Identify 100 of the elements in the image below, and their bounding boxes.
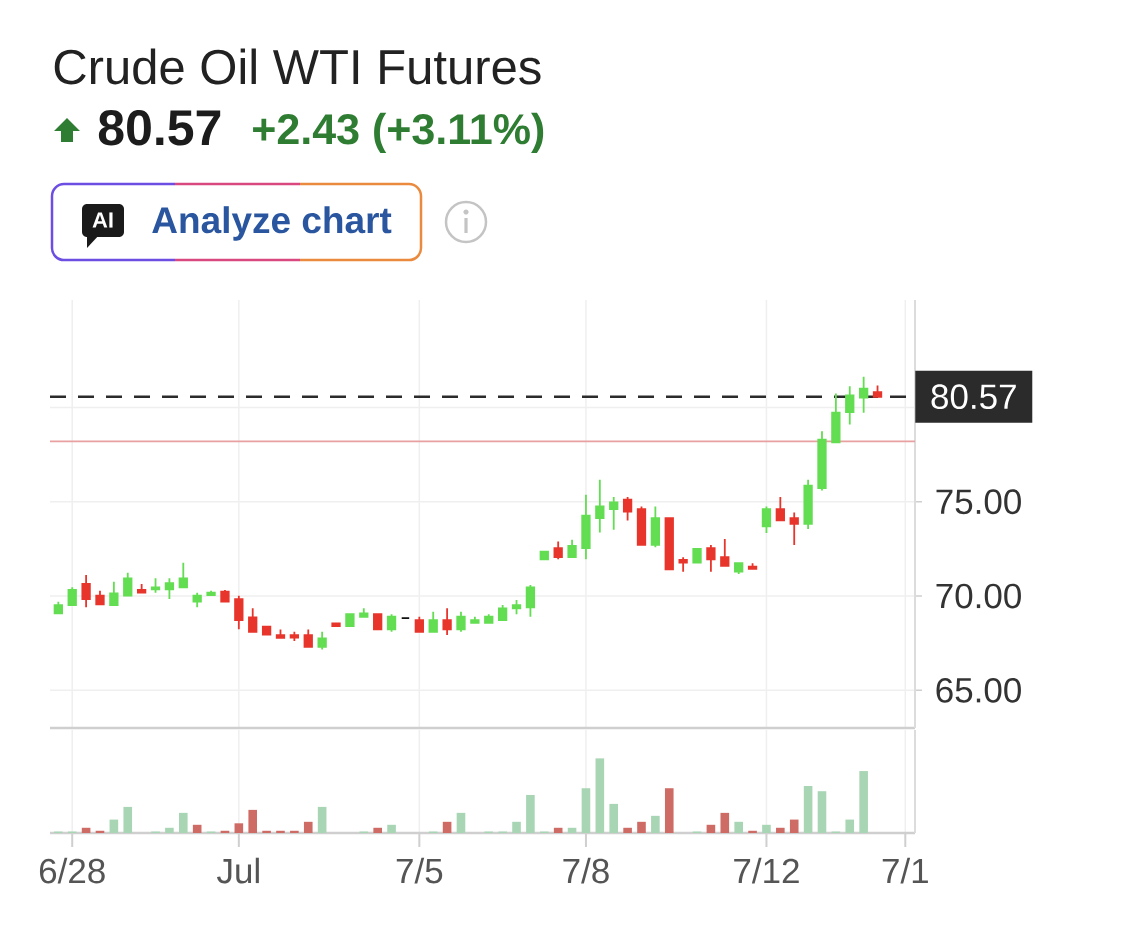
bar (512, 821, 521, 834)
candlestick (484, 613, 494, 624)
candlestick (706, 544, 716, 573)
candlestick (761, 505, 772, 534)
candlestick (678, 556, 688, 573)
candlestick (53, 600, 63, 616)
bar (303, 821, 313, 834)
candlestick (275, 628, 286, 639)
bar (442, 821, 452, 834)
bar (817, 791, 827, 834)
x-tick-label: 7/5 (396, 857, 443, 884)
bar (859, 771, 868, 834)
candlestick (859, 375, 869, 414)
candlestick (331, 622, 341, 628)
bar (165, 827, 174, 834)
candlestick (95, 589, 105, 606)
bar (845, 819, 855, 834)
bar (178, 812, 188, 834)
candlestick (539, 550, 549, 561)
candlestick (720, 538, 730, 567)
bar (248, 809, 258, 834)
y-tick-label: 70.00 (936, 583, 1021, 609)
candlestick (303, 628, 313, 648)
candlestick (234, 594, 244, 631)
y-tick-label: 75.00 (936, 489, 1021, 515)
candlestick (817, 430, 827, 492)
candlestick (525, 584, 536, 618)
bar (623, 827, 632, 834)
candlestick (289, 630, 300, 642)
bar (776, 827, 785, 834)
candlestick (636, 505, 647, 546)
candlestick (650, 505, 661, 549)
x-tick-label: 7/1 (882, 857, 928, 884)
candlestick (595, 478, 605, 534)
bar (609, 803, 619, 834)
candlestick (67, 586, 77, 607)
candlestick (581, 493, 591, 561)
bar (720, 812, 730, 834)
bar (290, 830, 299, 834)
candlestick (136, 583, 147, 594)
candlestick (386, 613, 397, 633)
bar (706, 824, 716, 834)
candlestick (553, 540, 563, 561)
candlestick (789, 511, 799, 546)
candlestick (373, 613, 383, 631)
candlestick (345, 613, 355, 628)
bar (109, 819, 119, 834)
bar (651, 815, 660, 834)
bar (317, 806, 327, 834)
x-tick-label: Jul (217, 857, 259, 884)
candlestick (622, 496, 633, 522)
candlestick (497, 604, 508, 622)
bar (234, 823, 244, 834)
x-tick-label: 6/28 (39, 857, 105, 884)
bar (664, 788, 674, 834)
bar (373, 827, 382, 834)
candlestick (747, 562, 758, 570)
candlestick (178, 561, 188, 589)
candlestick (206, 589, 216, 597)
bar (803, 785, 813, 834)
chart-subtitle: 80.57 (98, 110, 221, 146)
x-tick-label: 7/8 (563, 857, 609, 884)
candlestick (567, 538, 577, 559)
text: AI (92, 212, 113, 228)
candlestick (831, 392, 841, 444)
chart-title: Crude Oil WTI Futures (54, 48, 541, 85)
y-tick-label: 65.00 (936, 677, 1021, 703)
candlestick (456, 610, 466, 633)
candlestick (845, 385, 855, 426)
candlestick (734, 562, 744, 575)
candlestick (192, 591, 202, 609)
bar (581, 788, 591, 834)
bar (123, 806, 133, 834)
candlestick (609, 496, 619, 531)
ref-line-label: 80.57 (931, 384, 1016, 410)
candlestick (470, 615, 480, 624)
candlestick (359, 607, 369, 618)
x-tick-label: 7/12 (734, 857, 799, 884)
candlestick (428, 610, 438, 633)
candlestick (220, 589, 230, 603)
candlestick (123, 571, 133, 597)
candlestick (81, 574, 91, 609)
candlestick (692, 547, 702, 564)
bar (526, 794, 535, 834)
candlestick (248, 607, 258, 633)
bar (637, 821, 646, 834)
text: +2.43 (+3.11%) (253, 112, 544, 153)
bar (192, 824, 202, 834)
candlestick (109, 580, 119, 606)
bar (595, 758, 605, 834)
candlestick (317, 630, 327, 651)
bar (748, 830, 757, 834)
bar (387, 824, 396, 834)
candlestick (414, 615, 424, 633)
bar (262, 830, 271, 834)
candlestick (775, 496, 785, 522)
candlestick (261, 625, 272, 636)
bar (762, 824, 771, 834)
candlestick (803, 478, 813, 530)
bar (734, 821, 743, 834)
